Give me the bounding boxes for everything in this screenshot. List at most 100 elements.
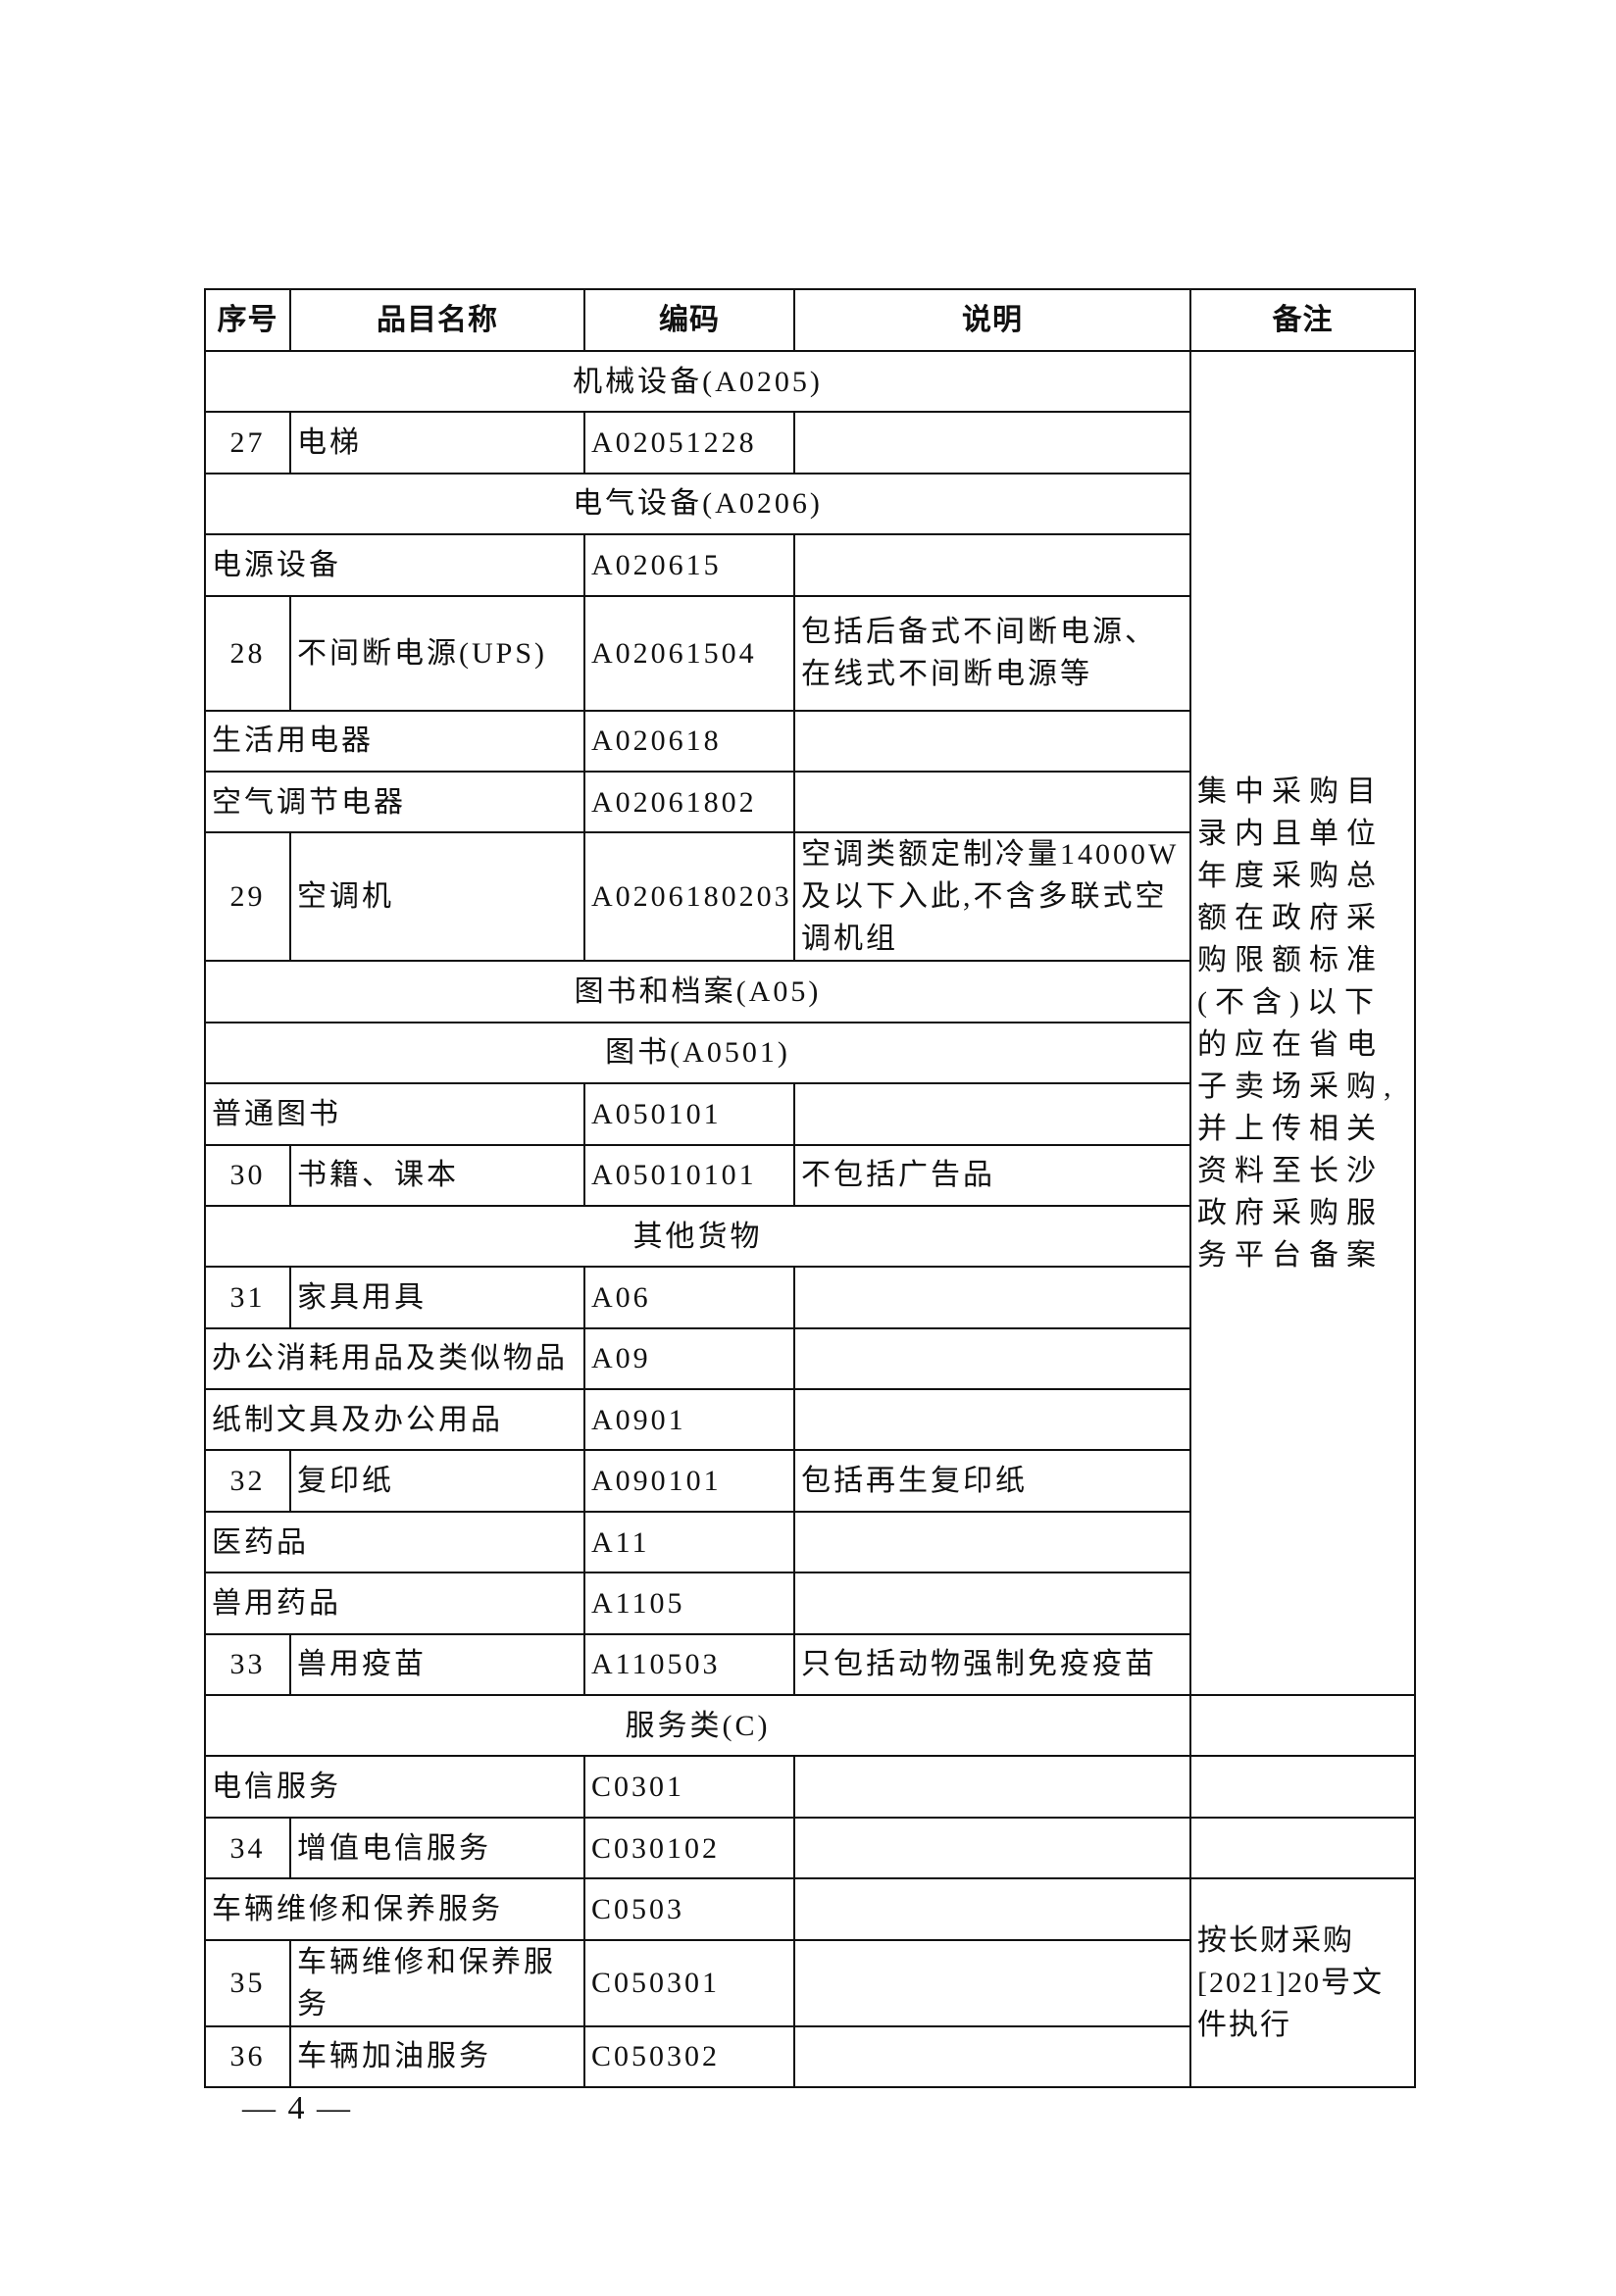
- item-code: C030102: [583, 1816, 795, 1880]
- item-code: A09: [583, 1326, 795, 1391]
- header-item-name: 品目名称: [289, 288, 585, 352]
- table-row: 空气调节电器 A02061802: [204, 770, 1415, 834]
- item-name: 复印纸: [289, 1449, 585, 1513]
- section-row: 图书和档案(A05): [204, 960, 1415, 1023]
- item-code: A11: [583, 1510, 795, 1574]
- table-row: 生活用电器 A020618: [204, 709, 1415, 773]
- section-title: 图书(A0501): [204, 1021, 1191, 1085]
- item-description: [793, 1510, 1191, 1574]
- item-code: A02061802: [583, 770, 795, 834]
- item-code: A06: [583, 1266, 795, 1329]
- serial-number: 32: [204, 1449, 291, 1513]
- table-row: 31 家具用具 A06: [204, 1266, 1415, 1329]
- item-description: 包括后备式不间断电源、在线式不间断电源等: [793, 594, 1191, 712]
- section-title: 其他货物: [204, 1204, 1191, 1269]
- section-title: 电气设备(A0206): [204, 472, 1191, 536]
- table-row: 纸制文具及办公用品 A0901: [204, 1388, 1415, 1452]
- item-description: 包括再生复印纸: [793, 1449, 1191, 1513]
- item-code: A02061504: [583, 594, 795, 712]
- page-number: — 4 —: [242, 2090, 352, 2126]
- serial-number: 30: [204, 1143, 291, 1207]
- serial-number: 27: [204, 411, 291, 474]
- item-code: C050301: [583, 1938, 795, 2027]
- section-row: 电气设备(A0206): [204, 472, 1415, 536]
- category-name: 车辆维修和保养服务: [204, 1877, 585, 1941]
- item-description: [793, 1938, 1191, 2027]
- section-title: 图书和档案(A05): [204, 960, 1191, 1023]
- category-name: 普通图书: [204, 1082, 585, 1146]
- item-description: [793, 770, 1191, 834]
- serial-number: 33: [204, 1632, 291, 1697]
- table-row: 电信服务 C0301: [204, 1755, 1416, 1819]
- table-row: 33 兽用疫苗 A110503 只包括动物强制免疫疫苗: [204, 1632, 1415, 1697]
- item-name: 兽用疫苗: [289, 1632, 585, 1697]
- section-row: 其他货物: [204, 1204, 1415, 1269]
- table-row: 34 增值电信服务 C030102: [204, 1816, 1416, 1880]
- table-row: 普通图书 A050101: [204, 1082, 1415, 1146]
- header-code: 编码: [583, 288, 795, 352]
- section-row: 机械设备(A0205) 集中采购目录内且单位年度采购总额在政府采购限额标准(不含)…: [204, 349, 1416, 1697]
- item-description: [793, 2024, 1191, 2088]
- item-name: 不间断电源(UPS): [289, 594, 585, 712]
- item-description: [793, 1816, 1191, 1880]
- category-name: 空气调节电器: [204, 770, 585, 834]
- section-title: 服务类(C): [204, 1694, 1191, 1758]
- remarks-cell: [1189, 1694, 1416, 1758]
- category-name: 办公消耗用品及类似物品: [204, 1326, 585, 1391]
- item-description: [793, 1572, 1191, 1635]
- item-code: A05010101: [583, 1143, 795, 1207]
- serial-number: 29: [204, 831, 291, 963]
- table-row: 29 空调机 A0206180203 空调类额定制冷量14000W及以下入此,不含多联…: [204, 831, 1415, 963]
- item-name: 空调机: [289, 831, 585, 963]
- remarks-cell: 按长财采购[2021]20号文件执行: [1189, 1877, 1416, 2088]
- serial-number: 31: [204, 1266, 291, 1329]
- table-row: 30 书籍、课本 A05010101 不包括广告品: [204, 1143, 1415, 1207]
- section-row: 服务类(C): [204, 1694, 1416, 1758]
- table-row: 兽用药品 A1105: [204, 1572, 1415, 1635]
- item-description: [793, 1326, 1191, 1391]
- serial-number: 35: [204, 1938, 291, 2027]
- serial-number: 34: [204, 1816, 291, 1880]
- item-name: 电梯: [289, 411, 585, 474]
- item-name: 车辆加油服务: [289, 2024, 585, 2088]
- item-name: 车辆维修和保养服务: [289, 1938, 585, 2027]
- item-code: A090101: [583, 1449, 795, 1513]
- item-name: 书籍、课本: [289, 1143, 585, 1207]
- item-code: A020615: [583, 533, 795, 597]
- table-row: 27 电梯 A02051228: [204, 411, 1415, 474]
- category-name: 电信服务: [204, 1755, 585, 1819]
- item-name: 家具用具: [289, 1266, 585, 1329]
- table-row: 电源设备 A020615: [204, 533, 1415, 597]
- category-name: 纸制文具及办公用品: [204, 1388, 585, 1452]
- item-description: [793, 1266, 1191, 1329]
- item-description: 不包括广告品: [793, 1143, 1191, 1207]
- header-remarks: 备注: [1189, 288, 1416, 352]
- item-code: A02051228: [583, 411, 795, 474]
- item-name: 增值电信服务: [289, 1816, 585, 1880]
- category-name: 生活用电器: [204, 709, 585, 773]
- item-description: [793, 709, 1191, 773]
- serial-number: 36: [204, 2024, 291, 2088]
- item-code: A1105: [583, 1572, 795, 1635]
- table-row: 28 不间断电源(UPS) A02061504 包括后备式不间断电源、在线式不间断电源…: [204, 594, 1415, 712]
- table-row: 35 车辆维修和保养服务 C050301: [204, 1938, 1415, 2027]
- table-row: 医药品 A11: [204, 1510, 1415, 1574]
- item-description: [793, 1877, 1191, 1941]
- item-description: [793, 1755, 1191, 1819]
- category-name: 电源设备: [204, 533, 585, 597]
- item-description: [793, 533, 1191, 597]
- table-header-row: 序号 品目名称 编码 说明 备注: [204, 288, 1416, 352]
- category-name: 兽用药品: [204, 1572, 585, 1635]
- section-title: 机械设备(A0205): [204, 349, 1191, 414]
- item-description: [793, 1082, 1191, 1146]
- category-name: 医药品: [204, 1510, 585, 1574]
- table-row: 32 复印纸 A090101 包括再生复印纸: [204, 1449, 1415, 1513]
- header-description: 说明: [793, 288, 1191, 352]
- section-row: 图书(A0501): [204, 1021, 1415, 1085]
- remarks-cell: 集中采购目录内且单位年度采购总额在政府采购限额标准(不含)以下的应在省电子卖场采…: [1189, 349, 1416, 1697]
- header-serial: 序号: [204, 288, 291, 352]
- item-code: A0206180203: [583, 831, 795, 963]
- remarks-cell: [1189, 1816, 1416, 1880]
- table-row: 36 车辆加油服务 C050302: [204, 2024, 1415, 2088]
- table-row: 办公消耗用品及类似物品 A09: [204, 1326, 1415, 1391]
